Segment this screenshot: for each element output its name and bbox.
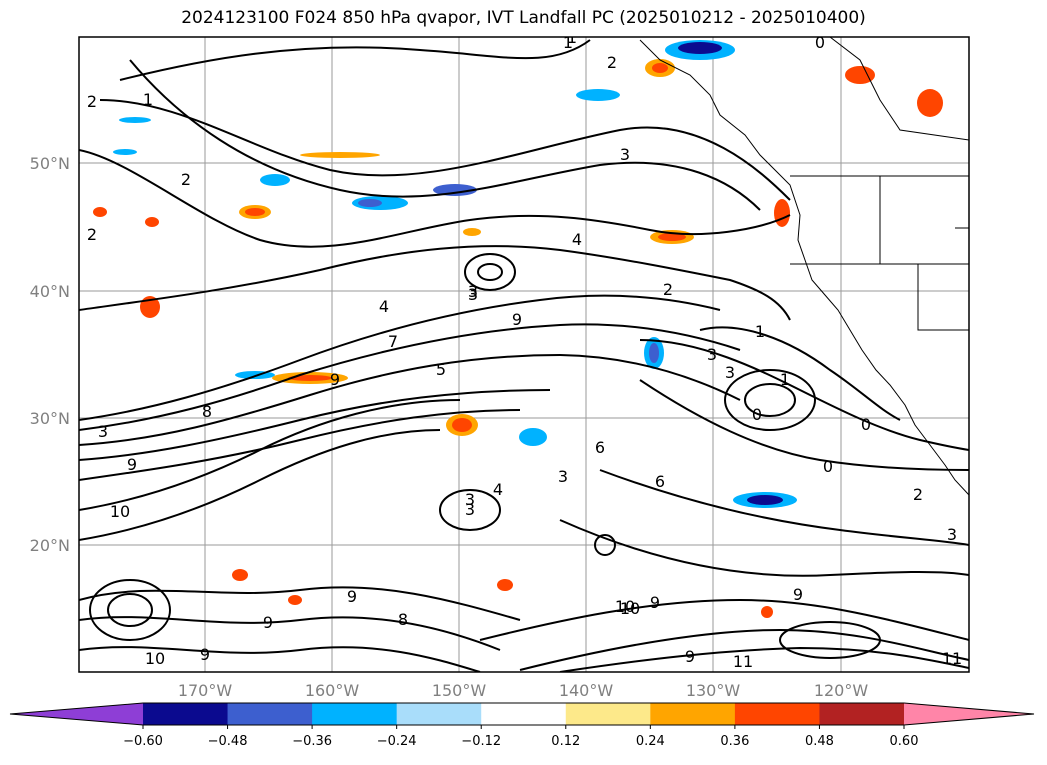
contour-label: 4	[493, 480, 503, 499]
contour-label: 8	[202, 402, 212, 421]
contour-label: 8	[398, 610, 408, 629]
contour-label: 2	[87, 225, 97, 244]
contour-label: 1	[755, 322, 765, 341]
contour-label: 0	[861, 415, 871, 434]
lat-label-50n: 50°N	[30, 154, 70, 173]
contour-label: 4	[572, 230, 582, 249]
contour-label: 9	[263, 613, 273, 632]
lon-label-150w: 150°W	[432, 681, 487, 700]
colorbar-tick-label: 0.60	[890, 734, 919, 749]
contour-label: 6	[655, 472, 665, 491]
contour-label: 2	[181, 170, 191, 189]
contour-label: 9	[127, 455, 137, 474]
colorbar-segment	[396, 703, 482, 725]
colorbar-tick-label: −0.24	[377, 734, 417, 749]
map-title: 2024123100 F024 850 hPa qvapor, IVT Land…	[181, 8, 866, 28]
contour-label: 10	[620, 599, 640, 618]
contour-label: 0	[823, 457, 833, 476]
contour-label: 4	[379, 297, 389, 316]
colorbar-segment	[481, 703, 567, 725]
colorbar-tick-label: 0.12	[551, 734, 580, 749]
contour-label: 3	[465, 490, 475, 509]
lat-label-20n: 20°N	[30, 536, 70, 555]
ivt-contours	[79, 39, 969, 672]
contour-label: 10	[145, 649, 165, 668]
contour-label: 3	[620, 145, 630, 164]
contour-label: 9	[200, 645, 210, 664]
colorbar-segment	[143, 703, 229, 725]
lon-label-160w: 160°W	[305, 681, 360, 700]
colorbar-tick-label: −0.60	[123, 734, 163, 749]
contour-label: 10	[110, 502, 130, 521]
lon-label-170w: 170°W	[178, 681, 233, 700]
contour-label: 0	[752, 405, 762, 424]
colorbar-segment	[819, 703, 905, 725]
contour-label: 3	[468, 282, 478, 301]
lon-label-140w: 140°W	[559, 681, 614, 700]
colorbar-tick-label: −0.12	[461, 734, 501, 749]
contour-label: 9	[512, 310, 522, 329]
contour-label: 1	[143, 90, 153, 109]
contour-label: 1	[780, 370, 790, 389]
contour-label: 9	[685, 647, 695, 666]
contour-label: 7	[388, 332, 398, 351]
colorbar: −0.60 −0.48 −0.36 −0.24 −0.12 0.12 0.24 0.36 0.4…	[9, 702, 1035, 749]
colorbar-tick-label: 0.36	[720, 734, 749, 749]
colorbar-tick-label: −0.48	[208, 734, 248, 749]
contour-label: 2	[607, 53, 617, 72]
contour-label: 3	[468, 285, 478, 304]
colorbar-tick-label: 0.48	[805, 734, 834, 749]
contour-label: 9	[330, 370, 340, 389]
contour-label: 11	[733, 652, 753, 671]
map-panel	[79, 37, 969, 672]
contour-label: 2	[913, 485, 923, 504]
contour-label: 1	[563, 33, 573, 52]
contour-label: 3	[707, 345, 717, 364]
lon-label-130w: 130°W	[686, 681, 741, 700]
contour-label: 5	[436, 360, 446, 379]
contour-label: 3	[465, 500, 475, 519]
lat-label-40n: 40°N	[30, 282, 70, 301]
colorbar-segment	[650, 703, 736, 725]
colorbar-tick-label: −0.36	[292, 734, 332, 749]
contour-label: 9	[347, 587, 357, 606]
coastline	[639, 37, 969, 496]
colorbar-segment	[734, 703, 820, 725]
contour-label: 9	[793, 585, 803, 604]
lat-label-30n: 30°N	[30, 409, 70, 428]
contour-label: 10	[615, 597, 635, 616]
contour-label: 2	[87, 92, 97, 111]
colorbar-tick-label: 0.24	[636, 734, 665, 749]
contour-label: 1	[567, 28, 577, 47]
contour-label: 2	[663, 280, 673, 299]
colorbar-segment	[312, 703, 398, 725]
contour-label: 3	[558, 467, 568, 486]
contour-label: 11	[942, 649, 962, 668]
qvapor-shading	[93, 40, 943, 618]
colorbar-segment	[565, 703, 651, 725]
contour-label: 3	[98, 422, 108, 441]
colorbar-extend-high	[904, 703, 1034, 725]
contour-label: 3	[947, 525, 957, 544]
contour-label: 3	[725, 363, 735, 382]
map-frame	[78, 36, 970, 673]
contour-label: 9	[650, 593, 660, 612]
lon-label-120w: 120°W	[814, 681, 869, 700]
colorbar-extend-low	[10, 703, 143, 725]
contour-label: 0	[815, 33, 825, 52]
contour-label: 6	[595, 438, 605, 457]
colorbar-segment	[227, 703, 313, 725]
